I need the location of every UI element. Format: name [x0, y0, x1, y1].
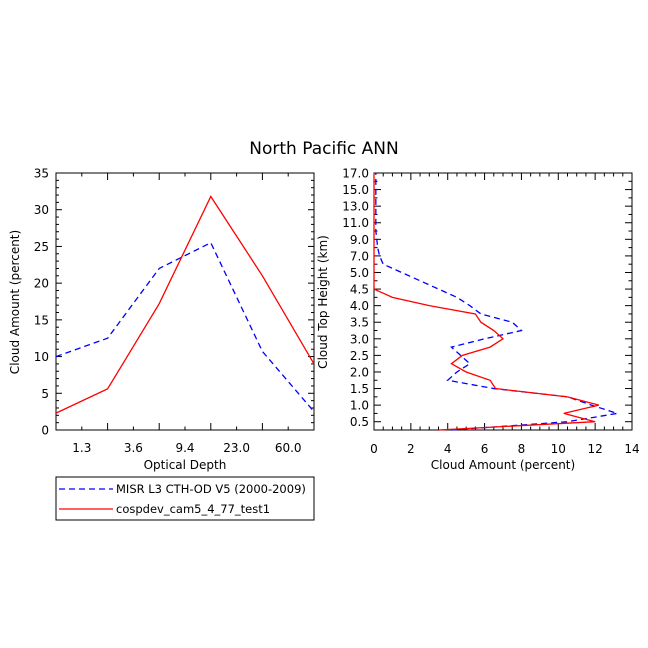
left-y-tick-label: 5 — [41, 387, 49, 401]
legend-label-misr: MISR L3 CTH-OD V5 (2000-2009) — [116, 482, 306, 496]
right-y-axis-label: Cloud Top Height (km) — [316, 235, 330, 369]
right-y-tick-label: 9.0 — [350, 233, 369, 247]
left-y-tick-label: 35 — [34, 167, 49, 181]
right-x-tick-label: 12 — [588, 442, 603, 456]
right-x-tick-label: 10 — [551, 442, 566, 456]
right-y-tick-label: 2.0 — [350, 365, 369, 379]
right-x-tick-label: 2 — [407, 442, 415, 456]
left-series-cosp-line — [55, 195, 315, 414]
panel-optical-depth: Cloud Amount (percent) Optical Depth 0 5 1… — [8, 167, 315, 472]
right-y-tick-label: 13.0 — [342, 200, 369, 214]
legend-box — [55, 476, 315, 521]
right-x-tick-label: 4 — [444, 442, 452, 456]
right-y-tick-label: 2.5 — [350, 349, 369, 363]
left-x-tick-label: 23.0 — [223, 441, 250, 455]
right-x-tick-label: 0 — [370, 442, 378, 456]
panel-cloud-height: Cloud Top Height (km) Cloud Amount (perc… — [316, 167, 640, 473]
left-x-axis-label: Optical Depth — [144, 458, 227, 472]
right-x-tick-label: 14 — [624, 442, 639, 456]
left-y-tick-label: 30 — [34, 203, 49, 217]
left-plot-frame — [55, 172, 315, 431]
left-series-misr-line — [55, 241, 315, 413]
right-y-tick-label: 4.0 — [350, 299, 369, 313]
right-y-tick-label: 3.0 — [350, 332, 369, 346]
right-y-tick-label: 15.0 — [342, 183, 369, 197]
left-x-tick-label: 1.3 — [72, 441, 91, 455]
right-series-cosp-line — [373, 173, 599, 431]
right-y-tick-label: 7.0 — [350, 249, 369, 263]
left-y-tick-label: 20 — [34, 277, 49, 291]
left-y-tick-label: 15 — [34, 313, 49, 327]
right-y-tick-label: 1.5 — [350, 382, 369, 396]
right-x-axis-label: Cloud Amount (percent) — [431, 458, 575, 472]
right-x-tick-label: 6 — [481, 442, 489, 456]
left-x-tick-label: 9.4 — [175, 441, 194, 455]
right-y-tick-label: 4.5 — [350, 283, 369, 297]
right-y-tick-label: 1.0 — [350, 399, 369, 413]
left-x-tick-label: 3.6 — [124, 441, 143, 455]
right-y-tick-label: 11.0 — [342, 216, 369, 230]
left-y-tick-label: 10 — [34, 350, 49, 364]
left-y-axis-label: Cloud Amount (percent) — [8, 230, 22, 374]
legend: MISR L3 CTH-OD V5 (2000-2009) cospdev_ca… — [55, 476, 315, 521]
right-y-tick-label: 3.5 — [350, 316, 369, 330]
left-y-tick-label: 0 — [41, 424, 49, 438]
legend-label-cosp: cospdev_cam5_4_77_test1 — [116, 502, 270, 516]
left-y-tick-label: 25 — [34, 240, 49, 254]
right-series-misr-line — [375, 173, 618, 431]
right-y-tick-label: 17.0 — [342, 167, 369, 181]
right-x-tick-label: 8 — [518, 442, 526, 456]
right-y-tick-label: 0.5 — [350, 415, 369, 429]
chart-title: North Pacific ANN — [249, 139, 398, 159]
left-x-tick-label: 60.0 — [275, 441, 302, 455]
right-y-tick-label: 5.0 — [350, 266, 369, 280]
